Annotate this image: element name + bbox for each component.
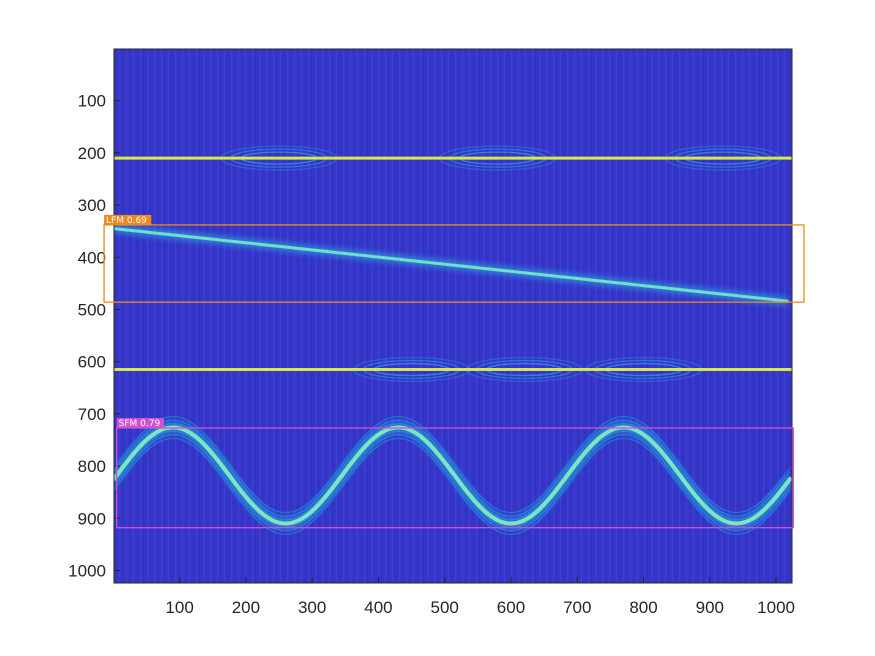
x-axis-ticks: 100 200 300 400 500 600 700 800 900 1000 xyxy=(165,577,795,617)
signal-ridges xyxy=(114,145,792,536)
y-tick-label: 600 xyxy=(78,353,106,372)
sfm-fringe xyxy=(114,437,791,536)
detection-label-bg xyxy=(116,417,164,428)
y-axis-ticks: 100 200 300 400 500 600 700 800 900 1000 xyxy=(68,92,120,580)
x-tick-label: 500 xyxy=(431,598,459,617)
x-tick-label: 300 xyxy=(298,598,326,617)
sfm-fringe xyxy=(114,415,791,514)
y-tick-label: 700 xyxy=(78,405,106,424)
background-texture xyxy=(114,49,792,583)
lfm-ridge xyxy=(114,227,789,303)
x-tick-label: 400 xyxy=(364,598,392,617)
axes-box xyxy=(113,48,793,584)
detection-label: LFM 0.69 xyxy=(106,216,147,226)
y-tick-label: 1000 xyxy=(68,561,106,580)
detection-boxes: LFM 0.69 SFM 0.79 xyxy=(103,214,805,529)
x-tick-label: 600 xyxy=(497,598,525,617)
y-tick-label: 800 xyxy=(78,457,106,476)
y-tick-label: 500 xyxy=(78,300,106,319)
detection-label-bg xyxy=(104,214,152,225)
y-tick-label: 300 xyxy=(78,196,106,215)
x-tick-label: 800 xyxy=(629,598,657,617)
detection-label: SFM 0.79 xyxy=(119,419,161,429)
detection-box xyxy=(103,224,805,303)
x-tick-label: 100 xyxy=(165,598,193,617)
plot-area xyxy=(113,48,793,584)
y-tick-label: 200 xyxy=(78,144,106,163)
y-tick-label: 900 xyxy=(78,509,106,528)
x-tick-label: 200 xyxy=(232,598,260,617)
y-tick-label: 400 xyxy=(78,248,106,267)
detection-box xyxy=(116,427,794,529)
x-tick-label: 700 xyxy=(563,598,591,617)
x-tick-label: 1000 xyxy=(757,598,795,617)
x-tick-label: 900 xyxy=(696,598,724,617)
sfm-ridge xyxy=(114,425,792,526)
y-tick-label: 100 xyxy=(78,92,106,111)
